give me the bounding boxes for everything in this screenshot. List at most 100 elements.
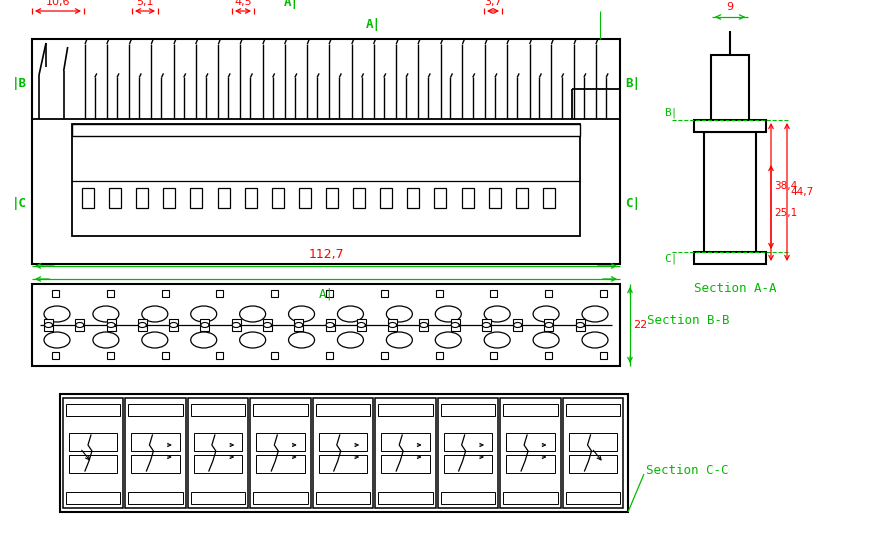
Bar bbox=[450, 319, 460, 324]
Ellipse shape bbox=[76, 323, 84, 327]
Bar bbox=[315, 492, 371, 504]
Text: C|: C| bbox=[665, 254, 678, 264]
Text: @taepo|.com: @taepo|.com bbox=[251, 158, 390, 180]
Bar bbox=[600, 290, 607, 297]
Ellipse shape bbox=[533, 306, 559, 322]
Bar bbox=[216, 352, 223, 359]
Ellipse shape bbox=[386, 306, 413, 322]
Ellipse shape bbox=[420, 323, 427, 327]
Ellipse shape bbox=[337, 332, 364, 348]
Bar bbox=[263, 319, 272, 324]
Ellipse shape bbox=[357, 323, 365, 327]
Bar bbox=[513, 326, 522, 331]
Bar bbox=[462, 188, 474, 208]
Ellipse shape bbox=[435, 332, 462, 348]
Bar bbox=[441, 492, 495, 504]
Ellipse shape bbox=[107, 323, 115, 327]
Bar bbox=[194, 455, 243, 473]
Bar bbox=[161, 290, 168, 297]
Bar bbox=[191, 404, 245, 416]
Bar bbox=[294, 319, 303, 324]
Bar bbox=[163, 188, 175, 208]
Ellipse shape bbox=[138, 323, 146, 327]
Bar bbox=[407, 188, 420, 208]
Bar bbox=[191, 492, 245, 504]
Bar bbox=[66, 404, 120, 416]
Bar bbox=[231, 319, 241, 324]
Bar bbox=[569, 455, 617, 473]
Bar bbox=[491, 352, 498, 359]
Text: 4,5: 4,5 bbox=[234, 0, 251, 7]
Text: A|: A| bbox=[284, 0, 299, 9]
Ellipse shape bbox=[576, 323, 584, 327]
Bar bbox=[217, 188, 230, 208]
Bar bbox=[313, 398, 373, 508]
Bar bbox=[257, 455, 305, 473]
Bar bbox=[69, 455, 117, 473]
Ellipse shape bbox=[484, 332, 510, 348]
Bar bbox=[138, 319, 147, 324]
Bar bbox=[137, 188, 148, 208]
Bar bbox=[107, 352, 114, 359]
Ellipse shape bbox=[45, 323, 53, 327]
Bar bbox=[72, 124, 580, 136]
Bar bbox=[319, 433, 367, 451]
Ellipse shape bbox=[240, 306, 265, 322]
Ellipse shape bbox=[326, 323, 334, 327]
Bar bbox=[513, 319, 522, 324]
Bar bbox=[450, 326, 460, 331]
Bar bbox=[569, 433, 617, 451]
Text: B|: B| bbox=[665, 107, 678, 118]
Ellipse shape bbox=[435, 306, 462, 322]
Ellipse shape bbox=[201, 323, 208, 327]
Bar bbox=[194, 433, 243, 451]
Text: B|: B| bbox=[625, 77, 640, 90]
Bar bbox=[545, 290, 552, 297]
Ellipse shape bbox=[294, 323, 303, 327]
Bar bbox=[500, 398, 561, 508]
Bar bbox=[201, 326, 209, 331]
Bar bbox=[190, 188, 202, 208]
Bar bbox=[482, 319, 491, 324]
Ellipse shape bbox=[582, 306, 608, 322]
Bar bbox=[566, 404, 620, 416]
Bar bbox=[381, 433, 429, 451]
Text: 3,7: 3,7 bbox=[484, 0, 502, 7]
Bar bbox=[353, 188, 365, 208]
Text: @taepo|.com: @taepo|.com bbox=[251, 303, 390, 325]
Bar bbox=[694, 120, 766, 132]
Bar bbox=[545, 326, 554, 331]
Ellipse shape bbox=[191, 332, 216, 348]
Bar bbox=[420, 319, 428, 324]
Ellipse shape bbox=[288, 306, 314, 322]
Bar bbox=[129, 404, 183, 416]
Bar bbox=[326, 352, 333, 359]
Ellipse shape bbox=[337, 306, 364, 322]
Bar bbox=[326, 326, 335, 331]
Text: 9: 9 bbox=[726, 2, 733, 12]
Bar bbox=[244, 188, 257, 208]
Bar bbox=[420, 326, 428, 331]
Ellipse shape bbox=[288, 332, 314, 348]
Bar bbox=[576, 319, 584, 324]
Ellipse shape bbox=[191, 306, 216, 322]
Bar bbox=[187, 398, 248, 508]
Ellipse shape bbox=[240, 332, 265, 348]
Bar bbox=[378, 492, 433, 504]
Ellipse shape bbox=[142, 306, 168, 322]
Text: Section A-A: Section A-A bbox=[694, 282, 776, 295]
Bar bbox=[600, 352, 607, 359]
Bar bbox=[253, 404, 307, 416]
Bar bbox=[434, 188, 447, 208]
Bar bbox=[326, 290, 333, 297]
Bar bbox=[107, 290, 114, 297]
Bar bbox=[60, 394, 628, 512]
Text: 112,7: 112,7 bbox=[308, 248, 343, 261]
Bar bbox=[138, 326, 147, 331]
Bar bbox=[44, 319, 53, 324]
Bar bbox=[443, 455, 492, 473]
Bar bbox=[576, 326, 584, 331]
Bar bbox=[52, 290, 59, 297]
Bar bbox=[107, 326, 116, 331]
Bar bbox=[435, 290, 442, 297]
